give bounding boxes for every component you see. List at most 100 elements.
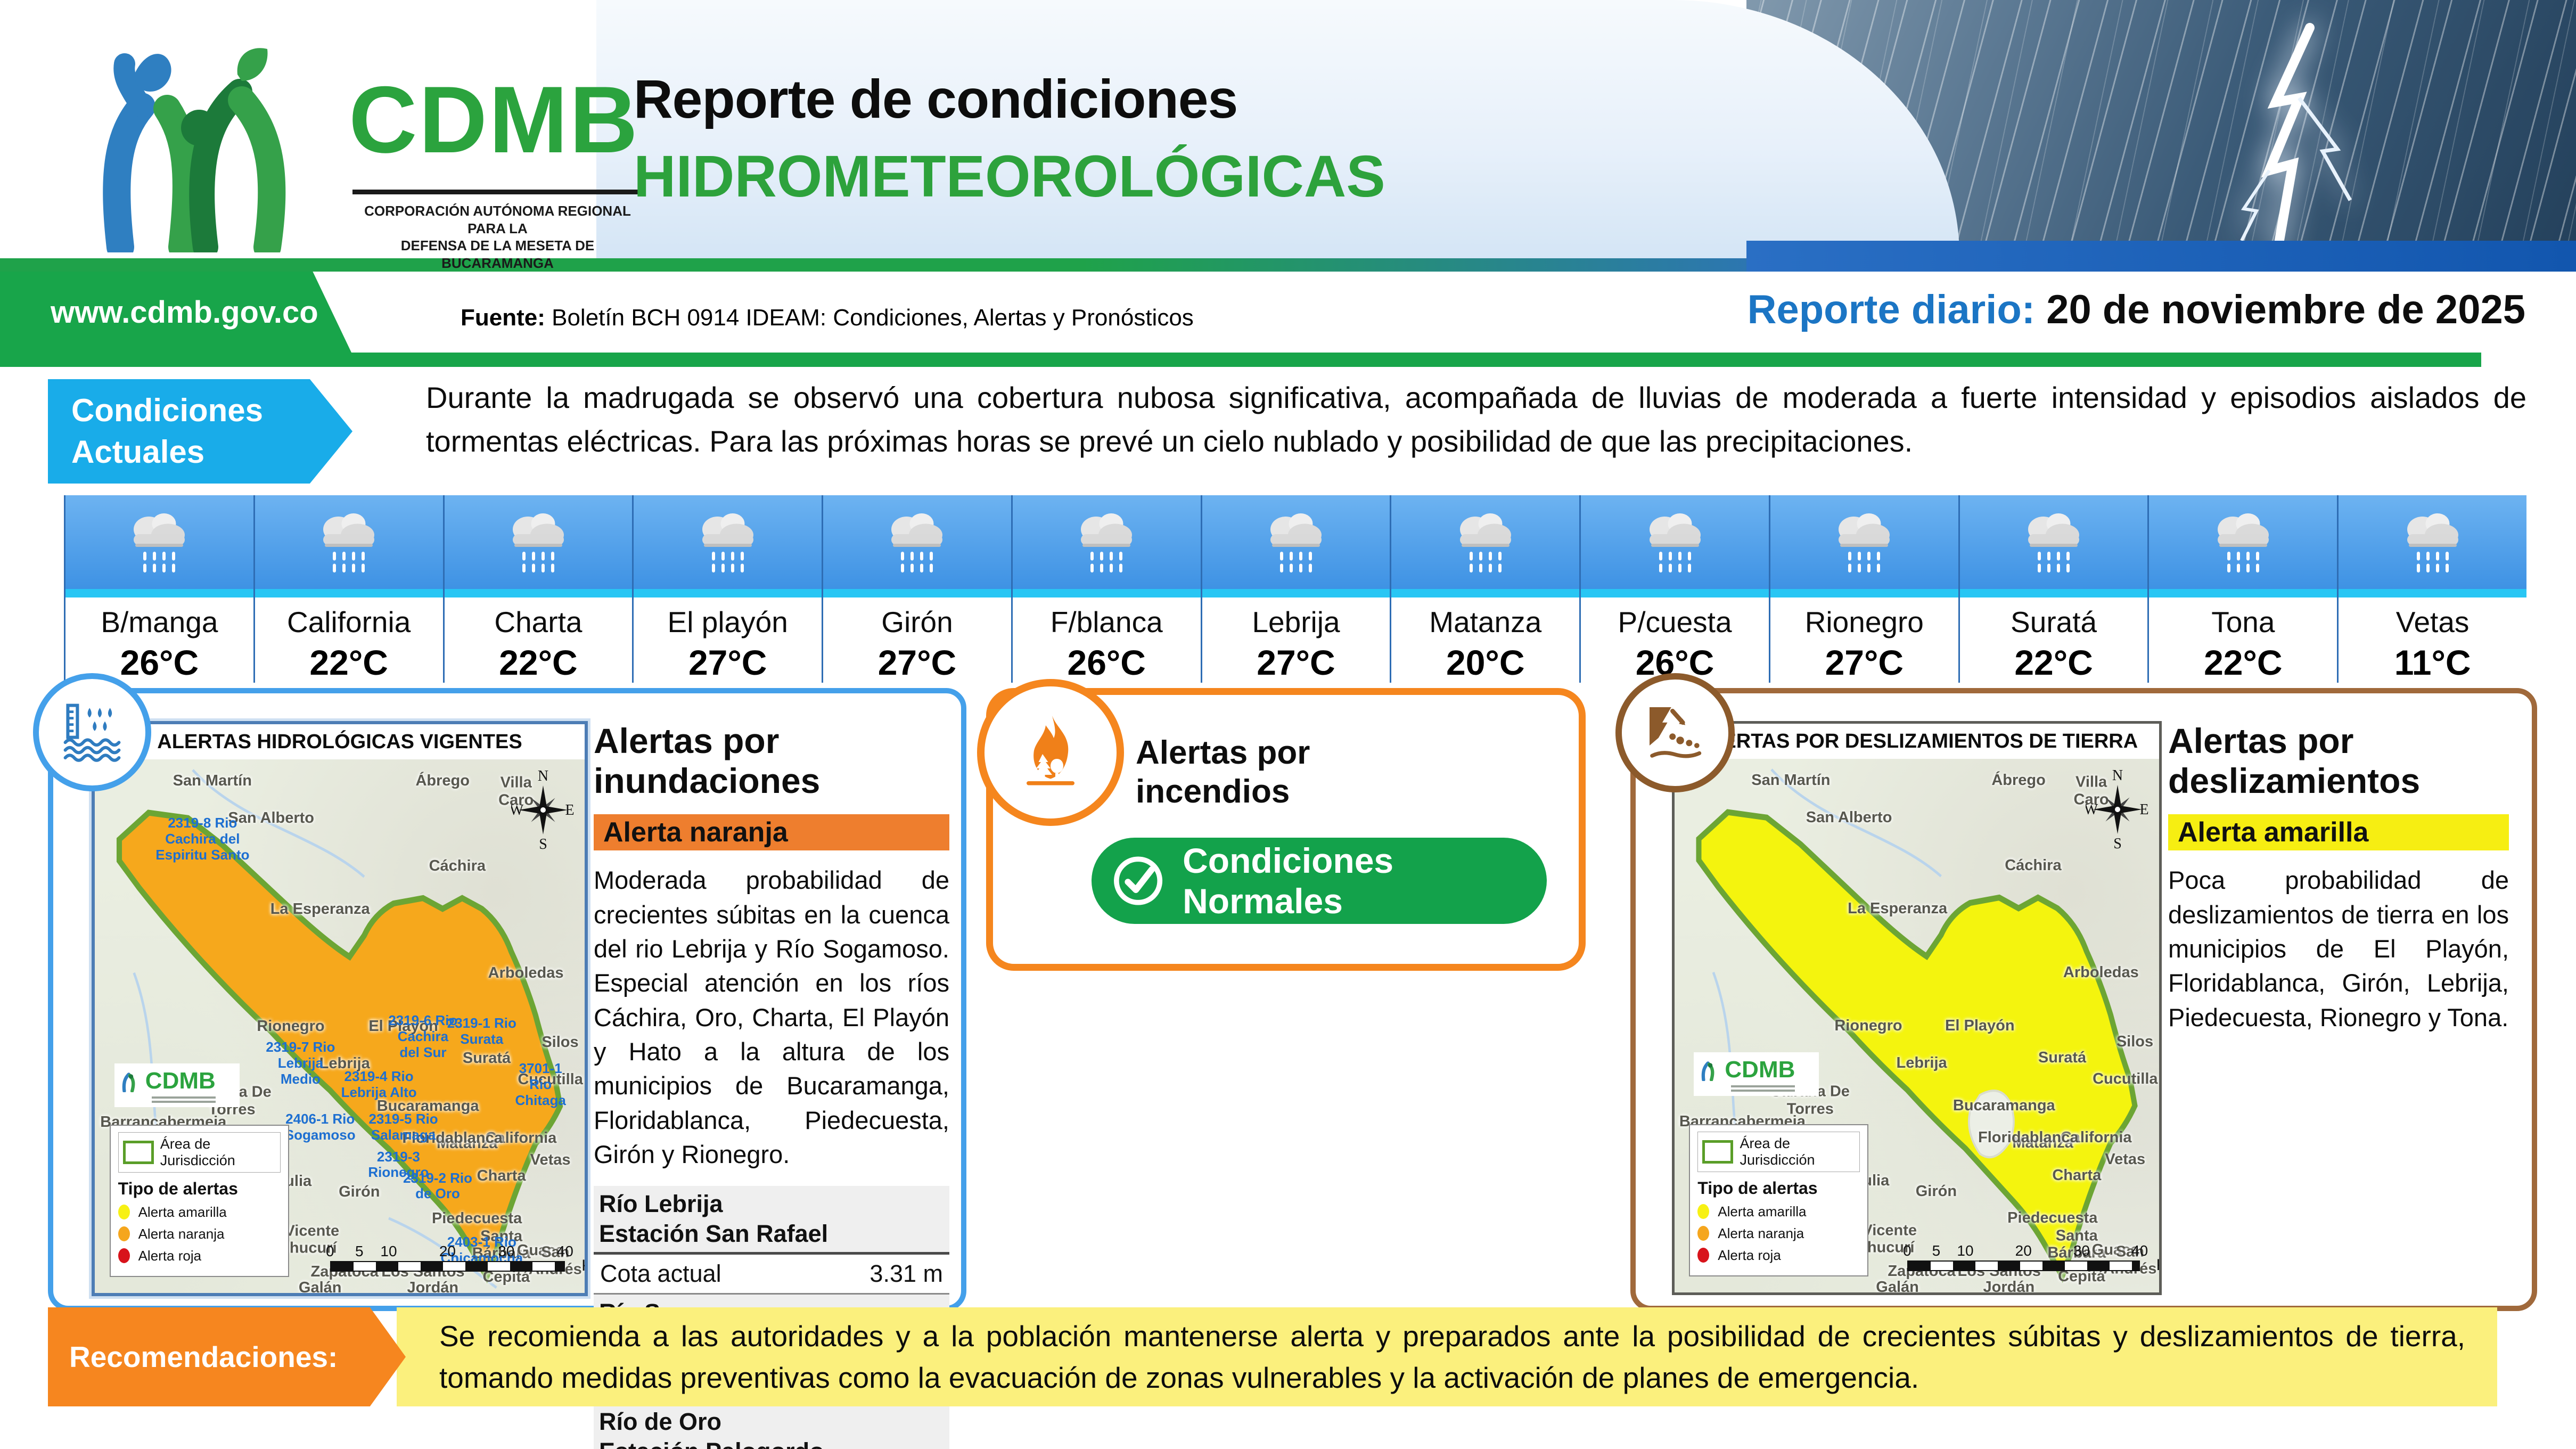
svg-text:E: E: [2139, 801, 2148, 818]
city-weather-cell: Charta 22°C: [442, 495, 633, 683]
city-temperature: 22°C: [309, 643, 388, 682]
cyan-strip: [1012, 589, 1201, 597]
map-town-label: Cucutilla: [2093, 1070, 2158, 1087]
city-weather-cell: Vetas 11°C: [2337, 495, 2526, 683]
map-town-label: Jordán: [1983, 1278, 2035, 1292]
city-temperature: 22°C: [499, 643, 578, 682]
map-town-label: San Alberto: [1806, 808, 1892, 826]
rain-cloud-icon: [255, 495, 443, 589]
map-town-label: La Esperanza: [1848, 899, 1948, 917]
rain-cloud-icon: [1012, 495, 1201, 589]
city-name: Suratá: [2011, 605, 2097, 638]
map-station-label: 2319-5 Rio Salamaga: [368, 1111, 438, 1143]
report-date-label: Reporte diario:: [1747, 287, 2047, 332]
green-divider-strip: [0, 353, 2481, 367]
city-name: El playón: [667, 605, 788, 638]
map-town-label: Charta: [2052, 1166, 2102, 1184]
compass-rose-icon: N W E S: [2084, 767, 2150, 852]
map-town-label: Silos: [542, 1033, 579, 1051]
map-town-label: Matanza: [436, 1135, 498, 1152]
flood-alert-level-bar: Alerta naranja: [594, 814, 949, 851]
cyan-strip: [65, 589, 253, 597]
city-name: Charta: [494, 605, 583, 638]
legend-item: Alerta naranja: [1697, 1225, 1860, 1242]
legend-item: Alerta amarilla: [1697, 1204, 1860, 1220]
level-value: 3.31 m: [869, 1260, 943, 1288]
alert-dot-icon: [1697, 1226, 1710, 1241]
map-town-label: Bucaramanga: [1952, 1097, 2055, 1115]
map-town-label: Floridablanca: [402, 1129, 503, 1147]
landslide-alert-description: Poca probabilidad de deslizamientos de t…: [2168, 866, 2509, 1032]
svg-text:N: N: [537, 770, 548, 784]
alert-dot-icon: [118, 1226, 130, 1242]
flood-alert-description: Moderada probabilidad de crecientes súbi…: [594, 866, 949, 1169]
map-town-label: Cáchira: [2005, 857, 2062, 874]
river-name: Río de Oro: [599, 1407, 722, 1435]
river-station-header: Río Lebrija Estación San Rafael: [594, 1185, 949, 1255]
city-temperature: 20°C: [1446, 643, 1525, 682]
alert-dot-icon: [118, 1205, 130, 1220]
map-town-label: La Esperanza: [270, 900, 370, 918]
alert-dot-icon: [1697, 1204, 1710, 1219]
source-text: Boletín BCH 0914 IDEAM: Condiciones, Ale…: [545, 305, 1194, 331]
city-weather-row: B/manga 26°C: [64, 495, 2526, 683]
river-station-block: Río Lebrija Estación San Rafael Cota act…: [594, 1185, 949, 1295]
rain-cloud-icon: [2339, 495, 2526, 589]
map-town-label: Rionegro: [1834, 1017, 1902, 1034]
map-station-label: 2319-4 Rio Lebrija Alto: [341, 1068, 417, 1101]
city-weather-cell: Girón 27°C: [822, 495, 1011, 683]
map-town-label: Santa Bárbara: [2047, 1227, 2106, 1262]
city-temperature: 22°C: [2014, 643, 2093, 682]
map-town-label: Charta: [477, 1167, 526, 1184]
report-title-line2: HIDROMETEOROLÓGICAS: [634, 144, 1385, 209]
cyan-strip: [2149, 589, 2337, 597]
map-town-label: Ábrego: [415, 772, 470, 789]
cyan-strip: [2339, 589, 2526, 597]
rain-cloud-icon: [444, 495, 633, 589]
svg-text:S: S: [539, 836, 547, 850]
header-panel: [596, 0, 1959, 271]
cyan-strip: [1581, 589, 1769, 597]
svg-text:E: E: [565, 802, 574, 818]
landslide-icon: [1615, 673, 1735, 792]
map-logo-caption-bars: [1731, 1085, 1814, 1092]
map-town-label: Suratá: [462, 1049, 511, 1067]
report-date-value: 20 de noviembre de 2025: [2046, 287, 2525, 332]
map-station-label: 2403-1 Rio Chicamocha: [440, 1233, 523, 1266]
rain-cloud-icon: [1202, 495, 1390, 589]
city-name: Matanza: [1429, 605, 1542, 638]
map-town-label: Ábrego: [1991, 771, 2046, 789]
map-cdmb-logo: CDMB: [1694, 1052, 1819, 1096]
cyan-strip: [823, 589, 1011, 597]
recommendations-box: Se recomienda a las autoridades y a la p…: [397, 1307, 2497, 1406]
map-town-label: San Martín: [1751, 771, 1831, 789]
city-weather-cell: California 22°C: [253, 495, 443, 683]
map-town-label: California: [485, 1129, 557, 1147]
check-icon: [1114, 856, 1163, 905]
city-name: California: [286, 605, 411, 638]
rain-cloud-icon: [65, 495, 253, 589]
map-town-label: Lebrija: [319, 1054, 370, 1072]
flood-map-legend: Área de Jurisdicción Tipo de alertas Ale…: [109, 1124, 289, 1277]
station-name: Estación San Rafael: [599, 1219, 828, 1247]
city-temperature: 27°C: [688, 643, 767, 682]
map-town-label: Guaca: [516, 1241, 564, 1259]
jurisdiction-swatch: [1702, 1140, 1734, 1164]
city-temperature: 27°C: [1257, 643, 1335, 682]
map-town-label: Piedecuesta: [2007, 1209, 2098, 1226]
cyan-strip: [1959, 589, 2148, 597]
source-line: Fuente: Boletín BCH 0914 IDEAM: Condicio…: [461, 305, 1194, 331]
map-town-label: Arboledas: [2063, 963, 2139, 981]
alert-dot-icon: [1697, 1248, 1710, 1263]
legend-item: Alerta naranja: [118, 1226, 281, 1242]
landslide-map-legend: Área de Jurisdicción Tipo de alertas Ale…: [1689, 1124, 1869, 1276]
rain-cloud-icon: [2149, 495, 2337, 589]
lightning-icon: [2240, 23, 2352, 241]
map-town-label: Guaca: [2091, 1241, 2139, 1258]
map-town-label: Bucaramanga: [376, 1098, 479, 1115]
cyan-strip: [634, 589, 822, 597]
map-town-label: Floridablanca: [1978, 1129, 2079, 1147]
map-town-label: Arboledas: [488, 964, 564, 981]
map-town-label: El Playón: [368, 1017, 438, 1035]
